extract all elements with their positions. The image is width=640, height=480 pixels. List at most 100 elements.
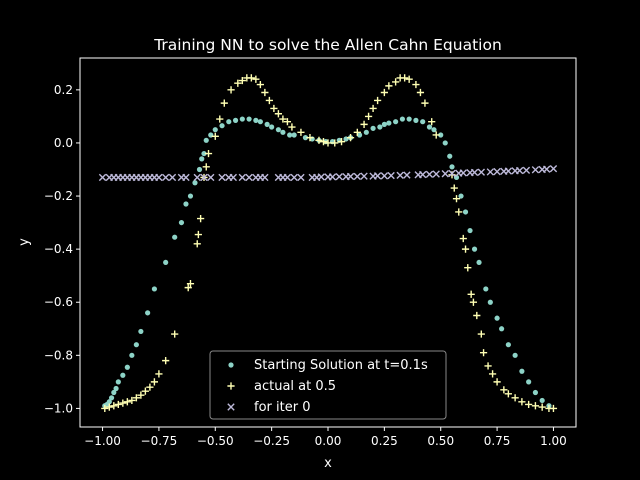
starting-solution-point [449,164,455,170]
actual-point [279,115,287,123]
iter-point [477,168,486,176]
actual-point [261,88,269,97]
actual-point [467,290,475,298]
y-tick-label: −0.2 [44,189,73,203]
starting-solution-point [406,116,412,122]
actual-point [416,88,425,97]
starting-solution-point [275,127,281,133]
starting-solution-point [138,328,144,335]
starting-solution-point [356,132,363,138]
actual-point [360,120,368,128]
starting-solution-point [442,140,448,146]
series-3 [98,165,558,182]
actual-point [459,234,467,243]
actual-point [380,88,388,97]
actual-point [511,394,519,402]
axes-frame [79,57,577,428]
starting-solution-point [113,385,119,392]
actual-point [155,370,163,378]
starting-solution-point [196,166,203,173]
starting-solution-point [393,119,399,125]
legend-marker-plus [227,382,235,390]
actual-point [331,139,339,147]
iter-point [448,169,456,178]
actual-point [479,349,488,357]
starting-solution-point [246,116,252,122]
starting-solution-point [426,124,433,130]
legend-marker-dot [228,362,234,368]
actual-point [525,400,533,409]
starting-solution-point [269,124,275,130]
x-tick-label: −0.25 [253,434,290,448]
actual-point [315,136,323,144]
starting-solution-point [458,193,464,199]
actual-point [297,128,305,136]
x-tick-label: 0.50 [427,434,454,448]
iter-point [396,171,404,180]
iter-point [168,173,177,182]
iter-point [531,166,540,174]
starting-solution-point [192,180,198,186]
actual-point [504,390,512,398]
actual-point [346,134,355,142]
legend-marker-x [227,403,235,411]
starting-solution-point [505,342,511,348]
y-axis-ticks: −1.0 −0.8 −0.6 −0.4 −0.2 0.0 0.2 [44,83,80,415]
iter-point [161,173,170,182]
starting-solution-point [183,201,189,207]
actual-point [141,387,149,395]
actual-point [274,110,282,118]
starting-solution-point [178,219,185,226]
starting-solution-point [106,399,112,405]
starting-solution-point [494,315,500,321]
actual-point [452,195,461,203]
actual-point [412,80,420,89]
actual-point [461,245,470,253]
y-tick-label: 0.2 [54,83,73,97]
x-tick-label: 0.25 [371,434,398,448]
actual-point [306,134,314,142]
actual-point [353,128,361,136]
starting-solution-point [257,119,263,125]
starting-solution-point [115,379,121,385]
starting-solution-point [133,342,139,348]
starting-solution-point [377,124,383,130]
y-axis-label: y [17,238,32,246]
actual-point [337,138,346,146]
actual-point [531,402,540,410]
starting-solution-point [291,132,297,138]
actual-point [252,75,260,83]
actual-point [194,230,202,239]
starting-solution-point [399,116,405,122]
starting-solution-point [370,125,376,131]
actual-point [216,115,224,123]
actual-point [493,378,501,386]
starting-solution-point [145,310,151,316]
starting-solution-point [264,121,270,127]
x-axis-ticks: −1.00 −0.75 −0.50 −0.25 0.00 0.25 0.50 0.75 1.00 [84,427,567,448]
starting-solution-point [539,397,545,404]
iter-point [403,171,411,179]
actual-point [488,370,497,378]
starting-solution-point [212,127,218,133]
actual-point [123,398,131,406]
iter-point [155,173,163,182]
actual-point [171,330,179,338]
iter-point [182,173,190,182]
legend-label-starting-solution: Starting Solution at t=0.1s [254,358,428,373]
actual-point [150,378,158,386]
actual-point [101,404,109,413]
actual-point [455,208,463,216]
starting-solution-point [287,132,293,138]
y-tick-label: −0.8 [44,348,73,362]
actual-point [518,398,526,406]
actual-point [132,394,140,402]
starting-solution-point [239,116,245,122]
actual-point [186,280,195,288]
actual-point [204,149,213,158]
legend-label-actual: actual at 0.5 [254,379,336,394]
starting-solution-point [413,117,419,123]
starting-solution-point [363,129,369,135]
actual-point [421,99,429,107]
y-tick-label: −0.6 [44,295,73,309]
